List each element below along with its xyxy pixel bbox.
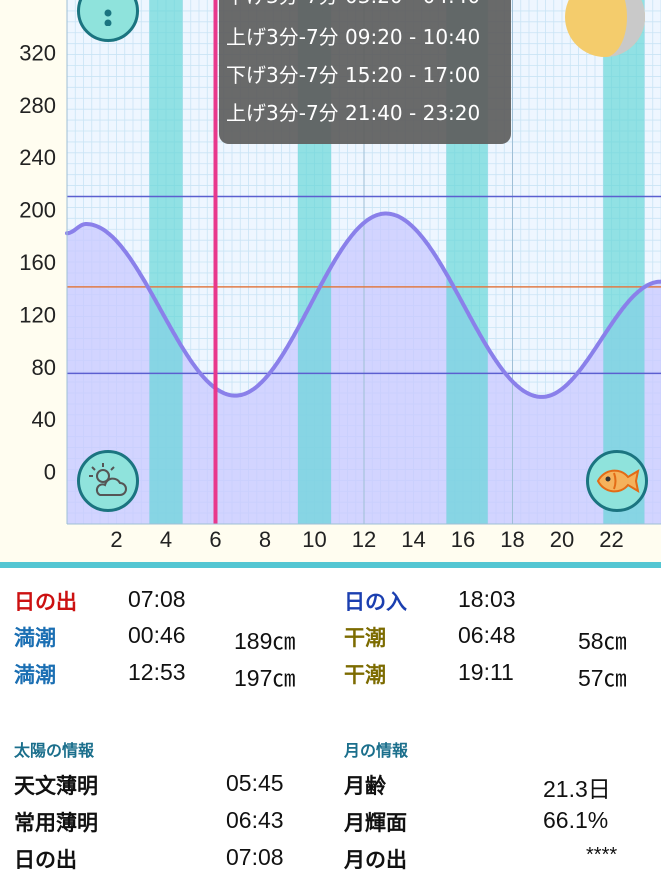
x-tick-label: 10 [302,527,326,552]
tide-curve [65,211,661,399]
sun-info-value: 06:43 [226,807,284,833]
y-tick-label: 200 [19,198,56,223]
high-tide-time: 12:53 [128,659,186,685]
y-tick-label: 240 [19,145,56,170]
y-tick-label: 160 [19,250,56,275]
moon-info-value: **** [586,844,618,866]
x-tick-label: 18 [500,527,524,552]
sun-info-value: 05:45 [226,770,284,796]
section-divider [0,562,661,568]
low-tide-time: 19:11 [458,659,514,685]
popup-line: 上げ3分-7分 21:40 - 23:20 [226,101,481,125]
high-tide-label: 満潮 [14,663,56,687]
low-tide-label: 干潮 [344,663,386,687]
y-tick-label: 80 [32,355,56,380]
more-vertical-icon [104,9,112,26]
tide-chart[interactable]: 320 280 240 200 160 120 80 40 0 2 4 6 8 10 12 14 16 18 20 2… [0,0,661,562]
x-tick-label: 14 [401,527,425,552]
high-tide-height: 197㎝ [234,665,296,691]
fish-button[interactable] [586,450,648,512]
sunrise-time: 07:08 [128,586,186,612]
x-tick-label: 20 [550,527,574,552]
x-tick-label: 4 [160,527,172,552]
low-tide-time: 06:48 [458,622,516,648]
sunset-label: 日の入 [344,590,407,614]
fish-icon [596,468,640,494]
y-tick-label: 0 [44,460,56,485]
fishing-time-popup: 下げ3分-7分 03:20 - 04:40 上げ3分-7分 09:20 - 10… [219,0,511,144]
y-tick-label: 120 [19,302,56,327]
fishing-window-band [603,0,645,524]
x-tick-label: 6 [209,527,221,552]
sun-info-value: 07:08 [226,844,284,870]
low-tide-height: 58㎝ [578,628,627,654]
moon-info-label: 月の出 [344,848,407,872]
sunrise-label: 日の出 [14,590,77,614]
fishing-window-band [149,0,183,524]
low-tide-height: 57㎝ [578,665,627,691]
high-tide-label: 満潮 [14,626,56,650]
popup-line: 上げ3分-7分 09:20 - 10:40 [226,25,481,49]
moon-phase-icon [565,0,645,57]
y-tick-label: 320 [19,40,56,65]
sun-info-title: 太陽の情報 [14,741,95,760]
moon-info-title: 月の情報 [344,741,409,760]
sun-info-label: 天文薄明 [14,774,98,798]
y-tick-label: 40 [32,407,56,432]
moon-info-label: 月齢 [344,774,386,798]
moon-info-value: 66.1% [543,807,609,833]
high-tide-height: 189㎝ [234,628,296,654]
x-tick-label: 8 [259,527,271,552]
popup-line: 下げ3分-7分 03:20 - 04:40 [226,0,480,9]
sunset-time: 18:03 [458,586,516,612]
y-tick-label: 280 [19,93,56,118]
x-tick-label: 2 [110,527,122,552]
x-tick-label: 12 [352,527,376,552]
popup-line: 下げ3分-7分 15:20 - 17:00 [226,63,481,87]
low-tide-label: 干潮 [344,626,386,650]
sun-info-label: 日の出 [14,848,77,872]
x-tick-label: 16 [451,527,475,552]
high-tide-time: 00:46 [128,622,186,648]
weather-button[interactable] [77,450,139,512]
x-tick-label: 22 [599,527,623,552]
moon-info-label: 月輝面 [344,811,407,835]
sun-info-label: 常用薄明 [14,811,98,835]
moon-info-value: 21.3日 [543,776,611,802]
sun-cloud-icon [89,463,127,496]
